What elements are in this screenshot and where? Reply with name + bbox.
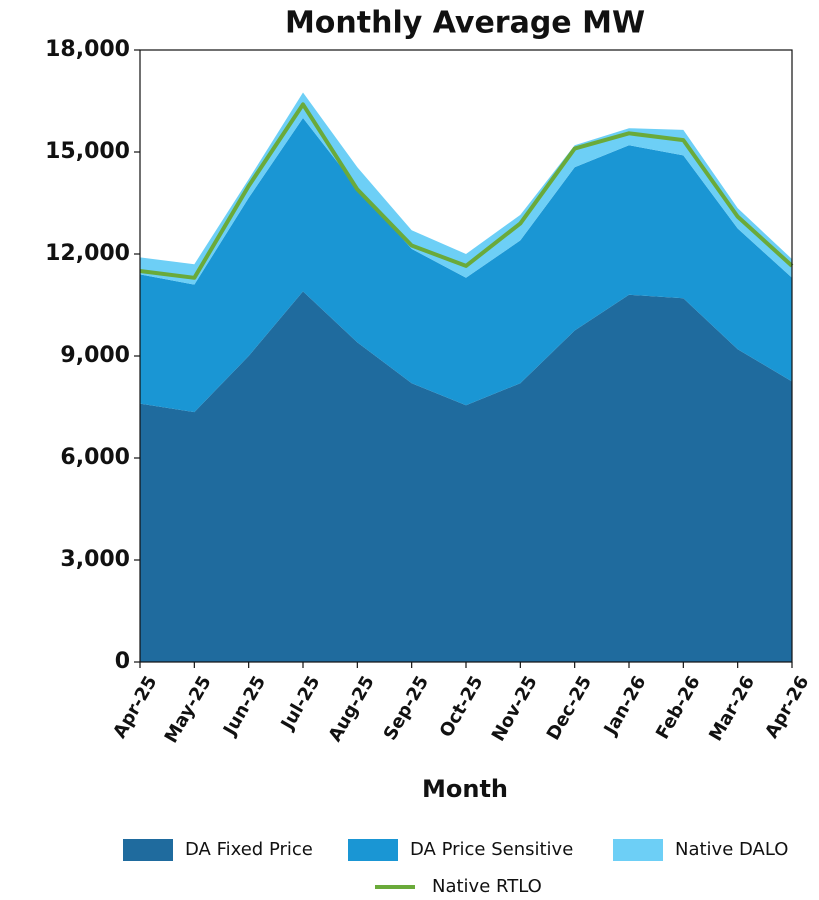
x-tick-label: May-25 bbox=[161, 672, 216, 746]
y-tick-label: 12,000 bbox=[45, 241, 130, 266]
legend-label: DA Fixed Price bbox=[185, 839, 313, 860]
x-tick-label: Nov-25 bbox=[488, 672, 542, 745]
legend-label: Native DALO bbox=[675, 839, 788, 860]
y-tick-label: 3,000 bbox=[60, 547, 130, 572]
x-tick-label: Apr-26 bbox=[761, 672, 813, 742]
y-tick-label: 9,000 bbox=[60, 343, 130, 368]
x-tick-label: Sep-25 bbox=[380, 672, 433, 744]
x-tick-label: Mar-26 bbox=[705, 672, 759, 744]
x-tick-label: Aug-25 bbox=[324, 672, 378, 745]
y-tick-label: 18,000 bbox=[45, 37, 130, 62]
legend-label: Native RTLO bbox=[432, 876, 542, 897]
line bbox=[139, 102, 794, 280]
area bbox=[140, 118, 792, 413]
x-tick-label: Jul-25 bbox=[276, 672, 324, 735]
area bbox=[140, 291, 792, 662]
x-tick-label: Jun-25 bbox=[218, 672, 270, 740]
x-tick-label: Oct-25 bbox=[436, 672, 488, 741]
chart-title: Monthly Average MW bbox=[285, 6, 645, 41]
legend-swatch bbox=[123, 839, 173, 861]
x-tick-label: Jan-26 bbox=[599, 672, 650, 740]
legend-swatch bbox=[613, 839, 663, 861]
y-tick-label: 6,000 bbox=[60, 445, 130, 470]
x-tick-label: Feb-26 bbox=[652, 672, 705, 742]
y-tick-label: 0 bbox=[115, 649, 130, 674]
x-tick-label: Dec-25 bbox=[543, 672, 596, 743]
x-axis-label: Month bbox=[422, 775, 508, 803]
legend-label: DA Price Sensitive bbox=[410, 839, 573, 860]
x-tick-label: Apr-25 bbox=[109, 672, 161, 742]
legend-swatch bbox=[348, 839, 398, 861]
area bbox=[140, 92, 792, 285]
y-tick-label: 15,000 bbox=[45, 139, 130, 164]
